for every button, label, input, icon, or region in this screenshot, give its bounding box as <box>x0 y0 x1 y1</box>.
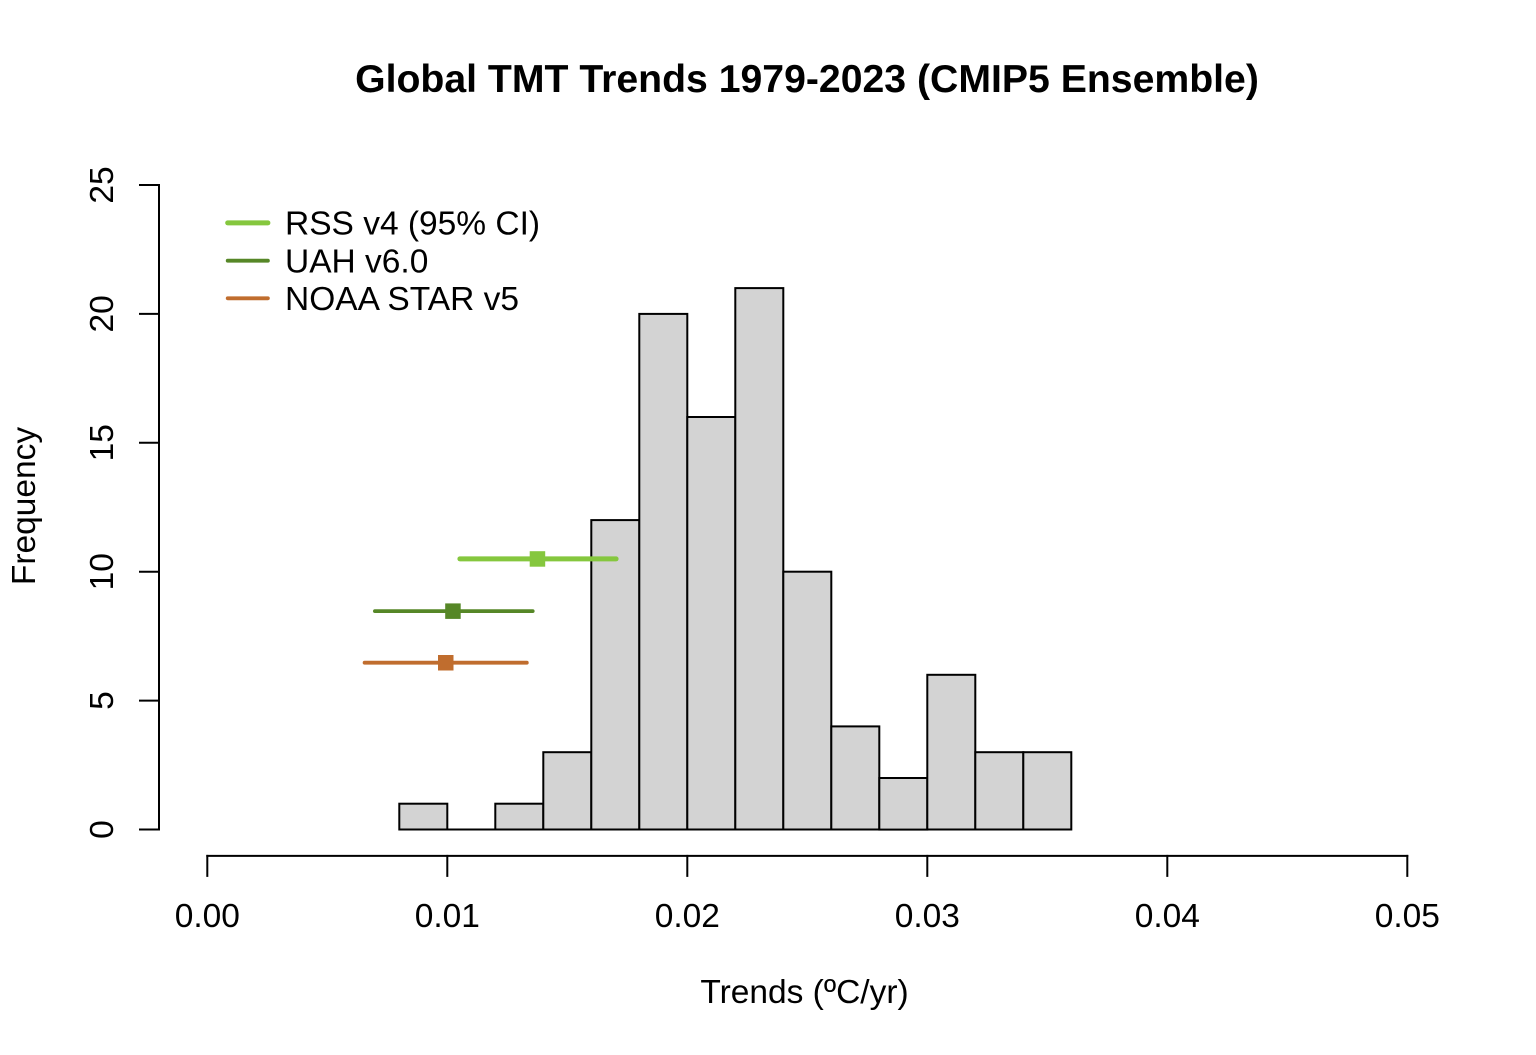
svg-text:15: 15 <box>84 424 121 461</box>
svg-text:0.02: 0.02 <box>655 898 720 935</box>
svg-text:0.00: 0.00 <box>175 898 240 935</box>
svg-text:0.03: 0.03 <box>895 898 960 935</box>
svg-text:0.05: 0.05 <box>1375 898 1440 935</box>
svg-text:0.01: 0.01 <box>415 898 480 935</box>
svg-text:RSS v4 (95% CI): RSS v4 (95% CI) <box>285 206 540 243</box>
svg-text:0.04: 0.04 <box>1135 898 1200 935</box>
svg-text:20: 20 <box>84 295 121 332</box>
svg-text:5: 5 <box>84 691 121 710</box>
svg-text:25: 25 <box>84 166 121 203</box>
svg-text:NOAA STAR v5: NOAA STAR v5 <box>285 281 519 318</box>
svg-text:Global TMT Trends 1979-2023 (C: Global TMT Trends 1979-2023 (CMIP5 Ensem… <box>355 58 1259 101</box>
svg-text:Frequency: Frequency <box>6 427 43 586</box>
svg-text:UAH v6.0: UAH v6.0 <box>285 243 428 280</box>
svg-text:Trends (ºC/yr): Trends (ºC/yr) <box>700 974 908 1011</box>
svg-text:0: 0 <box>84 820 121 839</box>
svg-text:10: 10 <box>84 553 121 590</box>
